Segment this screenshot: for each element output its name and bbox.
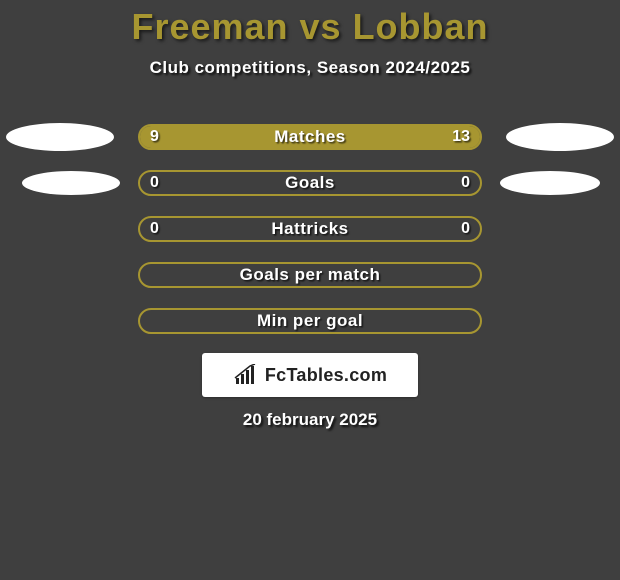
stat-label: Goals per match <box>140 264 480 286</box>
stat-value-left: 9 <box>150 126 159 148</box>
stat-row: Hattricks0 0 <box>0 214 620 244</box>
stat-label: Matches <box>140 126 480 148</box>
stat-rows: Matches913Goals00Hattricks00Goals per ma… <box>0 122 620 352</box>
stat-bar: Goals0 0 <box>138 170 482 196</box>
subtitle: Club competitions, Season 2024/2025 <box>0 58 620 78</box>
date-text: 20 february 2025 <box>0 410 620 430</box>
right-player-ellipse <box>506 123 614 151</box>
stat-value-left: 0 <box>150 172 159 194</box>
stat-label: Goals <box>140 172 480 194</box>
chart-icon <box>233 364 259 386</box>
comparison-infographic: Freeman vs Lobban Club competitions, Sea… <box>0 0 620 580</box>
stat-bar: Matches9 13 <box>138 124 482 150</box>
stat-row: Matches9 13 <box>0 122 620 152</box>
stat-row: Goals0 0 <box>0 168 620 198</box>
stat-label: Hattricks <box>140 218 480 240</box>
brand-badge: FcTables.com <box>202 353 418 397</box>
stat-value-right: 0 <box>461 172 470 194</box>
stat-row: Min per goal <box>0 306 620 336</box>
left-player-ellipse <box>6 123 114 151</box>
stat-value-left: 0 <box>150 218 159 240</box>
stat-bar: Goals per match <box>138 262 482 288</box>
stat-bar: Hattricks0 0 <box>138 216 482 242</box>
left-player-ellipse <box>22 171 120 195</box>
stat-value-right: 13 <box>452 126 470 148</box>
stat-bar: Min per goal <box>138 308 482 334</box>
right-player-ellipse <box>500 171 600 195</box>
stat-row: Goals per match <box>0 260 620 290</box>
stat-label: Min per goal <box>140 310 480 332</box>
brand-text: FcTables.com <box>265 365 387 386</box>
stat-value-right: 0 <box>461 218 470 240</box>
page-title: Freeman vs Lobban <box>0 0 620 48</box>
